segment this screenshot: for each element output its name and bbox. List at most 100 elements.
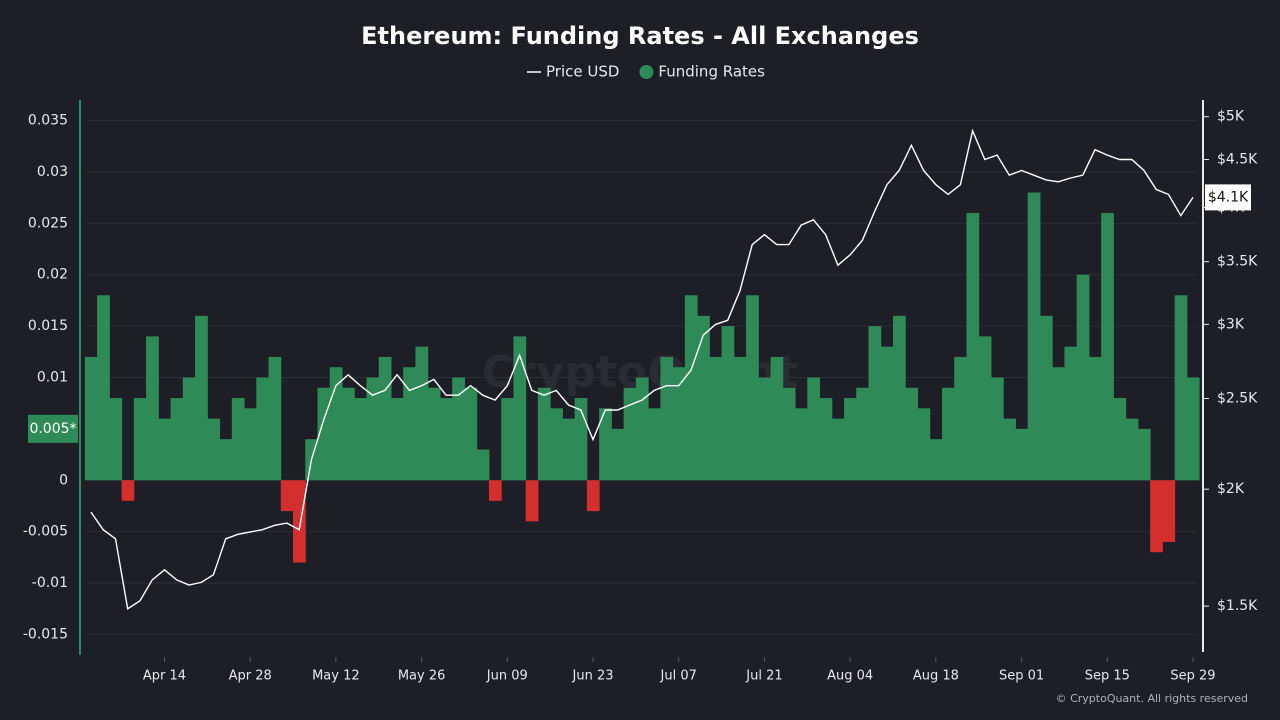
y-tick-label: 0 <box>59 472 68 488</box>
legend-marker <box>639 65 654 79</box>
funding-bar <box>599 408 612 481</box>
funding-bar <box>97 295 110 481</box>
funding-bar <box>880 346 894 481</box>
y-tick-label: 0.015 <box>28 318 68 334</box>
funding-bar <box>1113 398 1127 481</box>
funding-bar <box>697 315 710 481</box>
funding-bar <box>84 356 98 481</box>
funding-bar <box>390 398 404 481</box>
funding-bar <box>1027 192 1041 481</box>
funding-bar <box>807 377 821 481</box>
y-tick-label: 0.02 <box>37 267 68 283</box>
funding-bar <box>195 315 208 481</box>
y2-tick-label: $2K <box>1217 481 1245 497</box>
funding-bar <box>1125 418 1139 481</box>
funding-bar <box>219 439 233 481</box>
x-tick-label: Jun 23 <box>572 669 614 684</box>
funding-bar <box>868 326 882 481</box>
funding-bar <box>231 398 245 481</box>
x-tick-label: Sep 15 <box>1085 669 1130 684</box>
funding-bar <box>537 387 551 481</box>
funding-bar <box>672 367 686 481</box>
funding-bar <box>917 408 931 481</box>
funding-bar <box>1162 480 1176 542</box>
x-tick-label: Sep 01 <box>999 669 1044 684</box>
y-tick-label: -0.015 <box>23 626 68 642</box>
funding-bar <box>1039 315 1053 481</box>
funding-bar <box>1174 295 1188 481</box>
funding-bar <box>966 213 980 481</box>
y2-tick-label: $2.5K <box>1217 390 1258 406</box>
x-tick-label: Sep 29 <box>1170 669 1215 684</box>
funding-bar <box>513 336 527 481</box>
funding-bar <box>844 398 857 481</box>
funding-bar <box>648 408 661 481</box>
funding-bar <box>244 408 257 481</box>
funding-bar <box>342 387 355 481</box>
funding-bar <box>121 480 135 501</box>
funding-bar <box>329 367 343 481</box>
y-tick-label: 0.035 <box>28 113 68 129</box>
funding-bar <box>709 356 723 481</box>
funding-bar <box>1052 367 1065 481</box>
funding-bar <box>721 326 735 481</box>
y-tick-label: -0.005 <box>23 524 68 540</box>
price-line <box>90 128 1194 610</box>
funding-bar <box>439 398 453 481</box>
funding-bar <box>427 387 441 481</box>
annotation-label: $4.1K <box>1208 189 1249 205</box>
funding-bar <box>929 439 943 481</box>
chart-title: Ethereum: Funding Rates - All Exchanges <box>361 22 919 50</box>
footer: © CryptoQuant. All rights reserved <box>1056 692 1248 705</box>
x-tick-label: Aug 18 <box>913 669 959 684</box>
y-tick-label: 0.03 <box>37 164 68 180</box>
y-tick-label: 0.025 <box>28 215 68 231</box>
funding-bar <box>170 398 184 481</box>
funding-bar <box>109 398 123 481</box>
funding-bar <box>1076 274 1090 481</box>
x-tick-label: Apr 28 <box>229 669 272 684</box>
funding-bar <box>476 449 490 481</box>
funding-bar <box>452 377 465 481</box>
funding-bar <box>256 377 270 481</box>
annotation-label: 0.005* <box>29 421 76 437</box>
funding-bar <box>758 377 772 481</box>
funding-bar <box>623 387 637 481</box>
funding-bar <box>207 418 221 481</box>
funding-bar <box>1150 480 1163 553</box>
funding-bar <box>990 377 1004 481</box>
funding-bar <box>1015 428 1029 481</box>
y2-tick-label: $3K <box>1217 316 1245 332</box>
funding-bar <box>415 346 429 481</box>
funding-bar <box>893 315 906 481</box>
funding-bar <box>586 480 600 512</box>
x-tick-label: Jul 07 <box>660 669 697 684</box>
funding-bar <box>1186 377 1200 481</box>
funding-bar <box>550 408 563 481</box>
funding-bar <box>1003 418 1016 481</box>
legend-label: Funding Rates <box>658 63 765 81</box>
funding-bar <box>280 480 294 512</box>
funding-bar <box>146 336 159 481</box>
funding-bar <box>366 377 380 481</box>
funding-bar <box>795 408 808 481</box>
funding-bar <box>733 356 747 481</box>
x-tick-label: Aug 04 <box>827 669 873 684</box>
y2-tick-label: $5K <box>1217 109 1245 125</box>
y2-tick-label: $4.5K <box>1217 152 1258 168</box>
funding-bar <box>378 356 392 481</box>
funding-bar <box>1101 213 1114 481</box>
funding-bar <box>562 418 576 481</box>
funding-bar <box>635 377 649 481</box>
funding-bar <box>770 356 784 481</box>
x-tick-label: Apr 14 <box>143 669 186 684</box>
funding-bar <box>831 418 845 481</box>
funding-bar <box>611 428 625 481</box>
x-tick-label: Jul 21 <box>745 669 782 684</box>
annotation-box <box>28 414 78 443</box>
funding-bar <box>905 387 918 481</box>
y-tick-label: 0.01 <box>37 370 68 386</box>
x-tick-label: Jun 09 <box>486 669 528 684</box>
